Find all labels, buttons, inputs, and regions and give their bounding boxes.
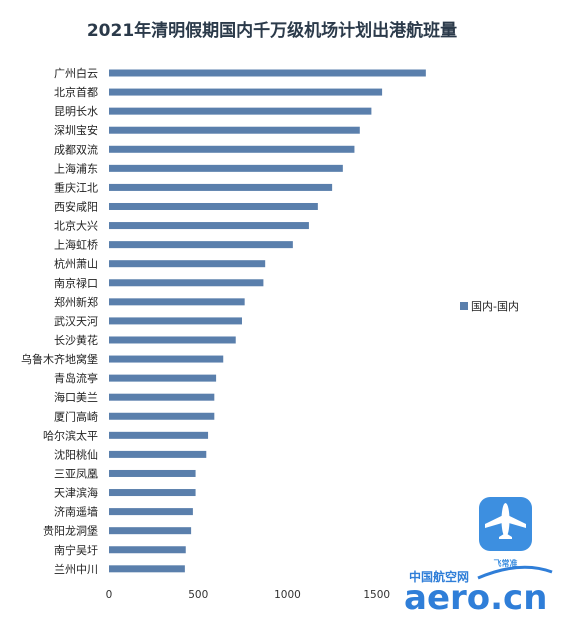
category-label: 天津滨海 (54, 486, 98, 500)
bar (109, 69, 426, 77)
bar (109, 565, 185, 573)
category-label: 成都双流 (54, 142, 98, 156)
x-tick-label: 0 (106, 589, 113, 601)
chart-title: 2021年清明假期国内千万级机场计划出港航班量 (87, 20, 457, 41)
category-label: 兰州中川 (54, 563, 98, 576)
swoosh-icon (477, 565, 553, 580)
category-label: 海口美兰 (54, 390, 98, 404)
bar (109, 317, 242, 325)
category-label: 北京首都 (54, 85, 98, 99)
bar (109, 202, 318, 210)
category-label: 上海虹桥 (54, 238, 98, 252)
bar (109, 260, 266, 268)
watermark: 中国航空网 aero.cn (404, 565, 553, 618)
category-label: 杭州萧山 (54, 257, 98, 271)
bar (109, 508, 193, 516)
bar (109, 431, 209, 439)
airplane-icon (485, 503, 526, 539)
category-label: 三亚凤凰 (54, 467, 98, 480)
bar (109, 374, 217, 382)
bar (109, 336, 236, 344)
x-tick-label: 500 (188, 589, 208, 601)
category-label: 长沙黄花 (54, 333, 98, 347)
category-label: 昆明长水 (54, 105, 98, 118)
bar (109, 489, 196, 497)
category-label: 南京禄口 (54, 276, 98, 290)
bar (109, 107, 372, 115)
bar (109, 279, 264, 287)
app-badge-label: 飞常准 (494, 558, 518, 568)
category-label: 郑州新郑 (54, 295, 98, 309)
category-label: 武汉天河 (54, 315, 98, 328)
legend-swatch (460, 302, 468, 310)
category-label: 青岛流亭 (54, 371, 98, 385)
category-label: 西安咸阳 (54, 199, 98, 213)
bar (109, 412, 215, 420)
category-label: 广州白云 (54, 66, 98, 80)
legend-label: 国内-国内 (471, 299, 519, 313)
bar (109, 164, 343, 172)
bar (109, 469, 196, 477)
bar (109, 145, 355, 153)
bar (109, 222, 309, 230)
bars (109, 69, 426, 573)
category-label: 上海浦东 (54, 161, 98, 175)
bar (109, 450, 207, 458)
bar (109, 298, 245, 306)
category-label: 乌鲁木齐地窝堡 (21, 352, 98, 366)
category-label: 重庆江北 (54, 180, 98, 194)
bar (109, 88, 383, 96)
x-tick-label: 1500 (363, 589, 390, 601)
category-label: 南宁吴圩 (54, 543, 98, 557)
category-label: 沈阳桃仙 (54, 447, 98, 461)
bar (109, 183, 333, 191)
bar (109, 393, 215, 401)
legend: 国内-国内 (460, 299, 519, 313)
category-labels: 广州白云北京首都昆明长水深圳宝安成都双流上海浦东重庆江北西安咸阳北京大兴上海虹桥… (21, 66, 98, 576)
bar (109, 527, 192, 535)
x-tick-label: 1000 (274, 589, 301, 601)
category-label: 贵阳龙洞堡 (43, 524, 98, 538)
category-label: 北京大兴 (54, 219, 98, 233)
category-label: 深圳宝安 (54, 123, 98, 137)
category-label: 哈尔滨太平 (43, 428, 98, 442)
app-badge: 飞常准 (479, 497, 532, 568)
bar (109, 546, 186, 554)
watermark-cn: 中国航空网 (409, 569, 469, 584)
x-tick-labels: 0 500 1000 1500 (106, 589, 390, 601)
category-label: 厦门高崎 (54, 409, 98, 423)
category-label: 济南遥墙 (54, 505, 98, 519)
bar (109, 241, 293, 249)
watermark-en: aero.cn (404, 578, 547, 618)
bar (109, 126, 360, 134)
bar (109, 355, 224, 363)
